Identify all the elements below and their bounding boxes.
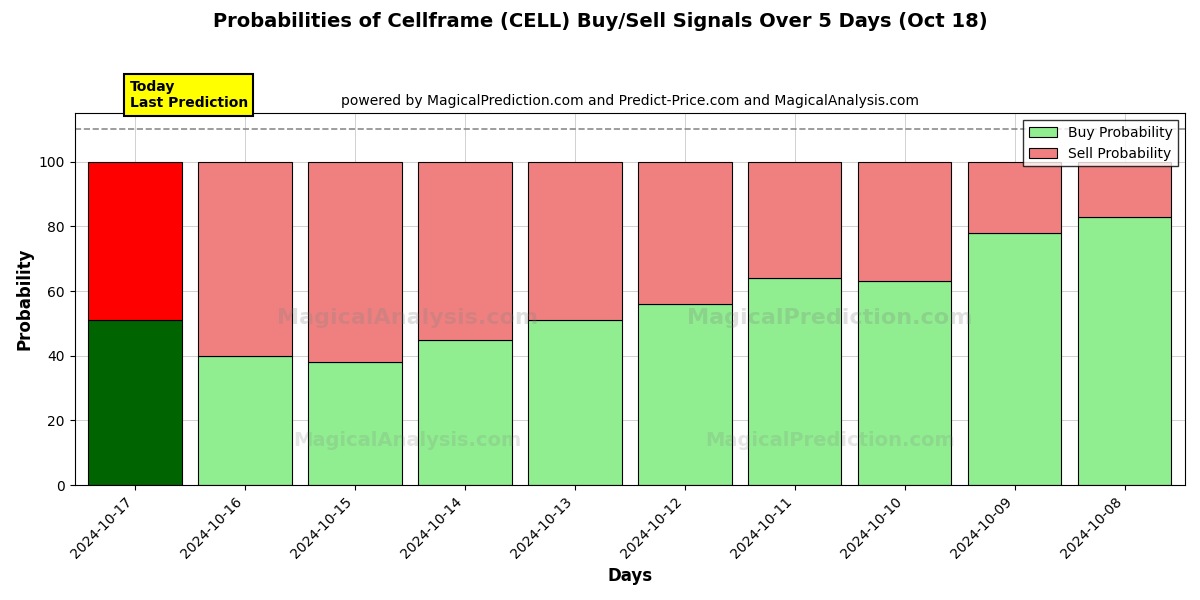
Text: MagicalAnalysis.com: MagicalAnalysis.com — [294, 431, 522, 450]
Bar — [1078, 162, 1171, 217]
Bar — [89, 320, 182, 485]
Text: MagicalPrediction.com: MagicalPrediction.com — [688, 308, 972, 328]
Bar — [528, 320, 622, 485]
Bar — [308, 362, 402, 485]
Bar — [1078, 217, 1171, 485]
Bar — [419, 162, 511, 340]
Bar — [638, 162, 732, 304]
Bar — [198, 162, 292, 356]
Text: MagicalAnalysis.com: MagicalAnalysis.com — [277, 308, 539, 328]
Bar — [198, 356, 292, 485]
Bar — [748, 278, 841, 485]
Bar — [419, 340, 511, 485]
X-axis label: Days: Days — [607, 567, 653, 585]
Title: powered by MagicalPrediction.com and Predict-Price.com and MagicalAnalysis.com: powered by MagicalPrediction.com and Pre… — [341, 94, 919, 108]
Y-axis label: Probability: Probability — [16, 248, 34, 350]
Bar — [968, 233, 1061, 485]
Bar — [748, 162, 841, 278]
Text: Probabilities of Cellframe (CELL) Buy/Sell Signals Over 5 Days (Oct 18): Probabilities of Cellframe (CELL) Buy/Se… — [212, 12, 988, 31]
Bar — [89, 162, 182, 320]
Text: Today
Last Prediction: Today Last Prediction — [130, 80, 248, 110]
Bar — [308, 162, 402, 362]
Bar — [968, 162, 1061, 233]
Bar — [638, 304, 732, 485]
Text: MagicalPrediction.com: MagicalPrediction.com — [704, 431, 954, 450]
Bar — [858, 162, 952, 281]
Bar — [528, 162, 622, 320]
Legend: Buy Probability, Sell Probability: Buy Probability, Sell Probability — [1024, 120, 1178, 166]
Bar — [858, 281, 952, 485]
